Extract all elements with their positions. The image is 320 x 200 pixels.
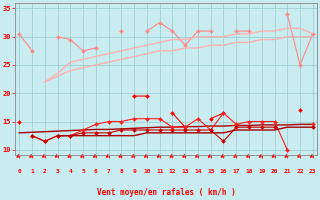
X-axis label: Vent moyen/en rafales ( km/h ): Vent moyen/en rafales ( km/h ) [97,188,236,197]
